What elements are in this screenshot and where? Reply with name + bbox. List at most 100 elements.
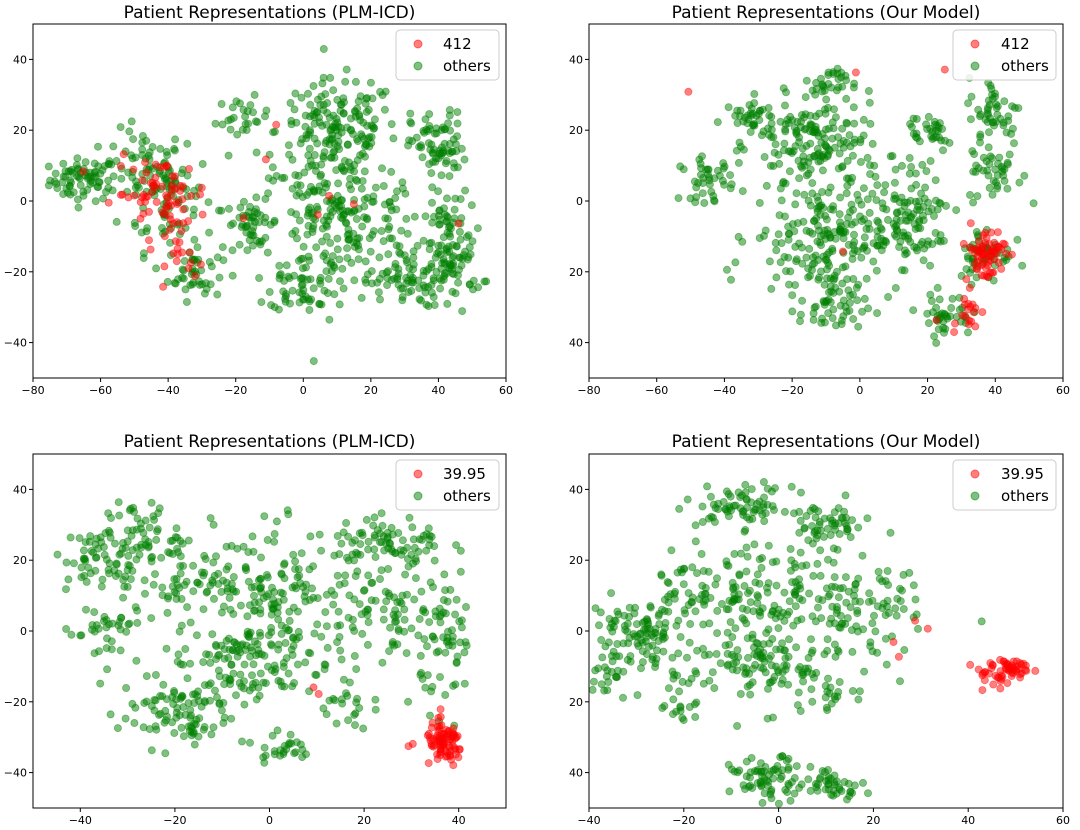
scatter-point-others — [913, 246, 922, 255]
scatter-point-highlight — [119, 150, 128, 159]
scatter-point-others — [898, 161, 907, 170]
scatter-point-others — [884, 608, 893, 617]
scatter-point-others — [421, 683, 430, 692]
scatter-point-others — [852, 283, 861, 292]
scatter-point-others — [343, 253, 352, 262]
scatter-point-others — [371, 695, 380, 704]
scatter-point-others — [309, 357, 318, 366]
scatter-point-others — [442, 194, 451, 203]
scatter-point-others — [329, 86, 338, 95]
scatter-point-others — [241, 563, 250, 572]
scatter-point-others — [703, 482, 712, 491]
scatter-point-others — [194, 732, 203, 741]
scatter-point-others — [342, 123, 351, 132]
scatter-point-others — [425, 535, 434, 544]
scatter-point-others — [306, 532, 315, 541]
scatter-point-others — [240, 700, 249, 709]
scatter-point-others — [111, 539, 120, 548]
legend-label-highlight: 412 — [443, 35, 472, 53]
scatter-point-others — [455, 227, 464, 236]
scatter-point-others — [945, 138, 954, 147]
scatter-point-others — [443, 637, 452, 646]
scatter-points — [589, 477, 1040, 808]
y-tick-label: 20 — [569, 266, 583, 279]
scatter-point-others — [344, 235, 353, 244]
scatter-point-others — [100, 550, 109, 559]
scatter-point-others — [326, 205, 335, 214]
scatter-point-others — [865, 98, 874, 107]
scatter-point-others — [841, 491, 850, 500]
scatter-point-others — [350, 721, 359, 730]
y-tick-label: 0 — [576, 625, 583, 638]
scatter-point-others — [854, 523, 863, 532]
scatter-point-others — [772, 246, 781, 255]
scatter-point-highlight — [1003, 679, 1012, 688]
scatter-point-highlight — [962, 275, 971, 284]
scatter-point-others — [717, 600, 726, 609]
scatter-point-others — [96, 679, 105, 688]
scatter-point-others — [457, 616, 466, 625]
y-tick-label: 0 — [20, 195, 27, 208]
scatter-point-others — [411, 554, 420, 563]
scatter-point-others — [163, 594, 172, 603]
scatter-point-highlight — [1000, 240, 1009, 249]
scatter-point-others — [756, 779, 765, 788]
scatter-point-others — [315, 530, 324, 539]
scatter-point-others — [799, 677, 808, 686]
scatter-point-others — [784, 780, 793, 789]
scatter-point-others — [435, 612, 444, 621]
scatter-point-others — [841, 262, 850, 271]
scatter-point-others — [434, 154, 443, 163]
scatter-point-others — [256, 609, 265, 618]
chart-our-model-412: Patient Representations (Our Model) −80−… — [569, 3, 1070, 397]
scatter-point-others — [930, 211, 939, 220]
scatter-point-others — [834, 83, 843, 92]
scatter-point-others — [818, 87, 827, 96]
scatter-point-others — [769, 713, 778, 722]
scatter-point-others — [124, 561, 133, 570]
scatter-point-others — [892, 611, 901, 620]
scatter-point-others — [678, 677, 687, 686]
scatter-point-others — [274, 640, 283, 649]
scatter-point-highlight — [313, 210, 322, 219]
scatter-point-others — [973, 192, 982, 201]
scatter-point-others — [698, 189, 707, 198]
scatter-point-others — [339, 528, 348, 537]
scatter-point-others — [90, 608, 99, 617]
scatter-point-others — [285, 626, 294, 635]
scatter-point-others — [970, 150, 979, 159]
scatter-point-others — [345, 678, 354, 687]
scatter-point-highlight — [980, 676, 989, 685]
scatter-point-others — [378, 91, 387, 100]
scatter-point-highlight — [239, 214, 248, 223]
scatter-point-others — [117, 613, 126, 622]
scatter-point-others — [189, 587, 198, 596]
scatter-point-others — [175, 627, 184, 636]
scatter-point-others — [304, 130, 313, 139]
scatter-point-others — [122, 627, 131, 636]
scatter-point-others — [270, 530, 279, 539]
scatter-point-others — [149, 580, 158, 589]
scatter-point-others — [736, 493, 745, 502]
scatter-point-others — [702, 165, 711, 174]
scatter-point-others — [909, 581, 918, 590]
scatter-point-others — [182, 297, 191, 306]
scatter-point-others — [67, 630, 76, 639]
scatter-point-others — [619, 693, 628, 702]
scatter-point-others — [623, 619, 632, 628]
scatter-point-others — [860, 233, 869, 242]
scatter-point-others — [774, 624, 783, 633]
scatter-point-others — [688, 563, 697, 572]
x-tick-label: 0 — [300, 384, 307, 397]
scatter-point-others — [820, 280, 829, 289]
scatter-point-others — [963, 252, 972, 261]
scatter-point-others — [791, 242, 800, 251]
scatter-point-others — [368, 122, 377, 131]
scatter-point-others — [141, 535, 150, 544]
scatter-point-others — [776, 753, 785, 762]
scatter-point-others — [319, 45, 328, 54]
scatter-point-others — [94, 162, 103, 171]
scatter-point-others — [1004, 112, 1013, 121]
